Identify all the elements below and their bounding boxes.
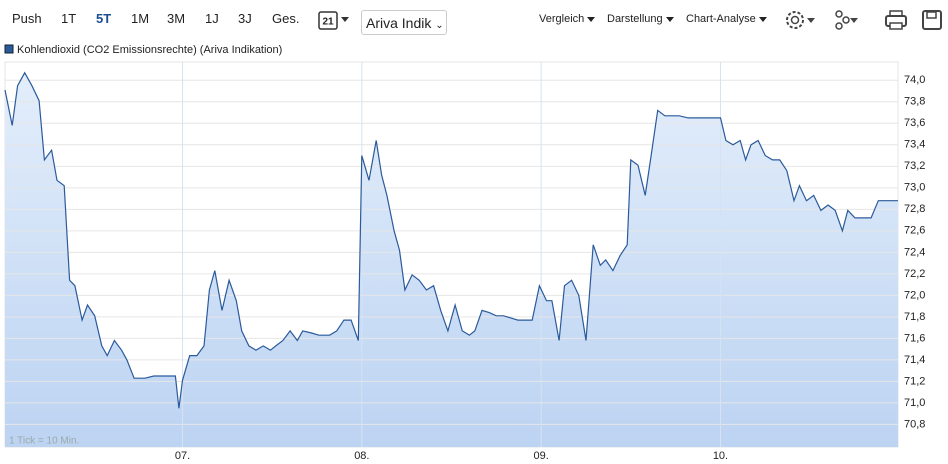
y-tick-label: 73,2 [904,160,925,172]
y-tick-label: 73,6 [904,117,925,129]
y-tick-label: 71,4 [904,354,925,366]
menu-button[interactable]: Darstellung [607,13,674,25]
y-tick-label: 72,8 [904,203,925,215]
x-tick-label: 07. [175,450,190,462]
calendar-button[interactable]: 21 [318,9,352,31]
y-tick-label: 72,2 [904,268,925,280]
y-tick-label: 71,6 [904,332,925,344]
y-tick-label: 70,8 [904,418,925,430]
x-tick-label: 09. [534,450,549,462]
y-tick-label: 73,4 [904,139,925,151]
tick-note: 1 Tick = 10 Min. [9,436,79,447]
y-tick-label: 72,0 [904,289,925,301]
source-select[interactable]: Ariva Indik ⌄ [361,10,447,35]
menu-button[interactable]: Vergleich [539,13,595,25]
settings-button[interactable] [786,11,815,29]
range-button[interactable]: 1J [205,11,219,26]
range-button[interactable]: 3J [238,11,252,26]
y-tick-label: 71,2 [904,375,925,387]
y-tick-label: 71,8 [904,311,925,323]
calendar-icon [318,11,338,30]
y-tick-label: 72,4 [904,246,925,258]
calendar-day: 21 [322,17,334,28]
price-line [4,71,898,409]
range-button[interactable]: 3M [167,11,186,26]
y-tick-label: 73,8 [904,96,925,108]
x-tick-label: 10. [713,450,728,462]
legend-label: Kohlendioxid (CO2 Emissionsrechte) (Ariv… [17,44,282,56]
toolbar: Push 1T 5T 1M 3M 1J 3J Ges. 21 Ariva Ind… [0,0,948,38]
share-button[interactable] [835,10,858,30]
icon-bar [786,10,942,30]
source-label: Ariva Indik [366,15,432,31]
range-button[interactable]: 1T [61,11,77,26]
y-tick-label: 74,0 [904,74,925,86]
range-button[interactable]: Ges. [272,11,300,26]
chevron: ⌄ [435,20,444,31]
range-button[interactable]: 1M [131,11,150,26]
y-tick-label: 73,0 [904,182,925,194]
range-button[interactable]: Push [12,11,42,26]
y-tick-label: 71,0 [904,397,925,409]
dropdown-arrow [341,17,349,22]
chart: Kohlendioxid (CO2 Emissionsrechte) (Ariv… [4,44,925,462]
save-button[interactable] [922,10,942,30]
x-tick-label: 08. [354,450,369,462]
print-button[interactable] [885,10,907,30]
menu-button[interactable]: Chart-Analyse [686,13,767,25]
legend-swatch [4,44,14,54]
range-button[interactable]: 5T [96,11,112,26]
y-tick-label: 72,6 [904,225,925,237]
